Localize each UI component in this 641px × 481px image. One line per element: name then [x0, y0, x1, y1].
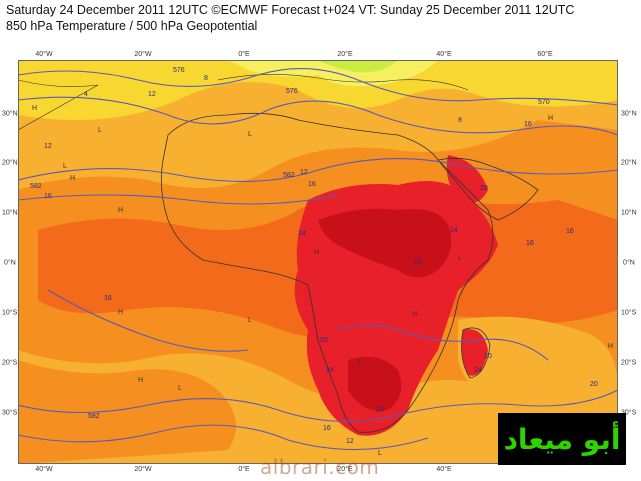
lon-label-top: 60°E: [537, 51, 553, 58]
americas-coastline: [18, 79, 99, 131]
lon-label-bottom: 40°W: [35, 466, 53, 473]
lon-label-top: 0°E: [238, 51, 250, 58]
lat-label-left: 30°N: [2, 110, 18, 118]
lon-label-bottom: 0°E: [238, 466, 250, 473]
contour-label: 12: [44, 143, 52, 150]
high-marker: H: [412, 311, 417, 318]
contour-label: 24: [450, 227, 458, 234]
map-frame: [18, 60, 618, 464]
contour-label: 16: [104, 295, 112, 302]
contour-582c: [18, 389, 618, 422]
geopotential-contours: [18, 68, 618, 451]
contour-label: 16: [566, 228, 574, 235]
contour-label: 12: [346, 438, 354, 445]
low-marker: L: [248, 131, 252, 138]
contour-582b: [18, 194, 339, 205]
logo: أبو ميعاد: [498, 413, 626, 465]
high-marker: H: [138, 377, 143, 384]
contour-582a: [18, 158, 618, 182]
contour-label: 20: [320, 337, 328, 344]
lat-label-right: 0°N: [623, 259, 635, 267]
lat-label-left: 20°S: [2, 359, 18, 367]
lat-label-left: 10°N: [2, 209, 18, 217]
contour-label: 16: [526, 240, 534, 247]
contour-label: 4: [84, 91, 88, 98]
contour-label: 16: [308, 181, 316, 188]
lat-label-left: 30°S: [2, 409, 18, 417]
low-marker: L: [248, 317, 252, 324]
contour-576b: [18, 424, 429, 451]
lat-label-right: 10°S: [621, 309, 637, 317]
contour-label: 582: [283, 172, 295, 179]
africa-coastline: [160, 112, 494, 433]
lon-label-bottom: 20°E: [337, 466, 353, 473]
contour-label: 582: [30, 183, 42, 190]
high-marker: H: [70, 175, 75, 182]
lon-label-bottom: 40°E: [436, 466, 452, 473]
contour-588: [337, 324, 549, 361]
temp-field-warm-arabia: [446, 155, 488, 204]
lat-label-right: 20°N: [621, 159, 637, 167]
temp-field-orange-sw: [18, 360, 236, 464]
high-marker: H: [608, 343, 613, 350]
contour-label: 20: [590, 381, 598, 388]
lat-label-left: 0°N: [4, 259, 16, 267]
lat-label-right: 30°S: [621, 409, 637, 417]
arabia-coastline: [437, 157, 539, 221]
contour-label: 576: [286, 88, 298, 95]
contour-label: 12: [300, 169, 308, 176]
contour-label: 8: [458, 117, 462, 124]
contour-label: 24: [376, 407, 384, 414]
temp-field-very-warm: [318, 208, 452, 278]
high-marker: H: [314, 249, 319, 256]
contour-label: 24: [474, 367, 482, 374]
high-marker: H: [118, 309, 123, 316]
temperature-map: 576 4 12 8 576 8 570 16 12 582 16 582 12…: [18, 60, 618, 464]
mediterranean-coastline: [217, 74, 469, 91]
contour-label: 16: [44, 193, 52, 200]
high-marker: H: [548, 115, 553, 122]
lon-label-top: 40°W: [35, 51, 53, 58]
contour-label: 20: [480, 185, 488, 192]
lon-label-top: 20°E: [337, 51, 353, 58]
lon-label-top: 40°E: [436, 51, 452, 58]
chart-title: Saturday 24 December 2011 12UTC ©ECMWF F…: [6, 3, 575, 17]
contour-label: 16: [323, 425, 331, 432]
lon-label-bottom: 20°W: [134, 466, 152, 473]
temp-field-very-warm-south: [348, 356, 402, 411]
contour-label: 24: [326, 367, 334, 374]
contour-label: 12: [148, 91, 156, 98]
madagascar-coastline: [461, 327, 491, 379]
temp-field-yellow: [18, 60, 618, 120]
lat-label-right: 30°N: [621, 110, 637, 118]
high-marker: H: [32, 105, 37, 112]
contour-label: 24: [298, 230, 306, 237]
temp-field-lime: [318, 60, 398, 73]
contour-label: 576: [173, 67, 185, 74]
contour-576: [18, 68, 618, 106]
contour-label: 582: [88, 413, 100, 420]
lat-label-left: 20°N: [2, 159, 18, 167]
lat-label-left: 10°S: [2, 309, 18, 317]
contour-label: 20: [484, 353, 492, 360]
low-marker: L: [458, 255, 462, 262]
low-marker: L: [98, 127, 102, 134]
contour-588b: [47, 289, 249, 352]
contour-label: 8: [204, 75, 208, 82]
high-marker: H: [118, 207, 123, 214]
low-marker: L: [178, 385, 182, 392]
contour-570: [18, 96, 618, 136]
lat-label-right: 10°N: [621, 209, 637, 217]
low-marker: L: [358, 359, 362, 366]
lon-label-top: 20°W: [134, 51, 152, 58]
watermark: albrari.com: [260, 455, 380, 479]
contour-label: 16: [524, 121, 532, 128]
lat-label-right: 20°S: [621, 359, 637, 367]
temp-field-light-orange-e: [458, 316, 618, 413]
chart-subtitle: 850 hPa Temperature / 500 hPa Geopotenti…: [6, 19, 258, 33]
low-marker: L: [378, 450, 382, 457]
low-marker: L: [63, 163, 67, 170]
contour-label: 570: [538, 99, 550, 106]
contour-label: 20: [414, 259, 422, 266]
